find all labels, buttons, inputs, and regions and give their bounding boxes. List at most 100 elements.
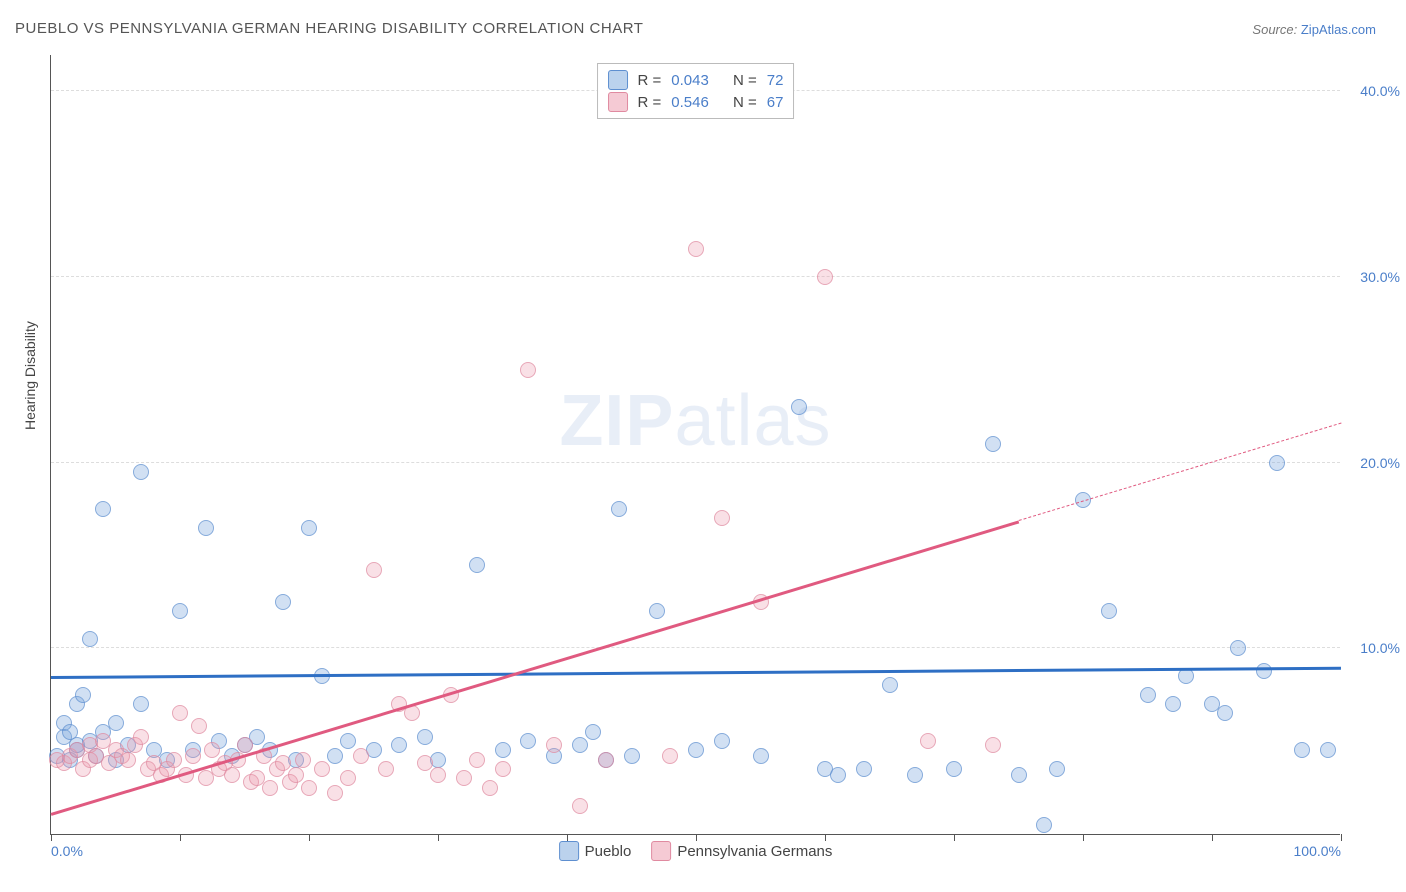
x-tick — [1341, 834, 1342, 841]
data-point — [1011, 767, 1027, 783]
swatch-pueblo-icon — [608, 70, 628, 90]
data-point — [611, 501, 627, 517]
data-point — [1178, 668, 1194, 684]
data-point — [456, 770, 472, 786]
data-point — [714, 510, 730, 526]
legend-item-penn: Pennsylvania Germans — [651, 841, 832, 861]
x-tick — [567, 834, 568, 841]
x-tick — [696, 834, 697, 841]
legend-item-pueblo: Pueblo — [559, 841, 632, 861]
data-point — [1036, 817, 1052, 833]
data-point — [546, 737, 562, 753]
data-point — [133, 696, 149, 712]
x-tick — [1083, 834, 1084, 841]
data-point — [856, 761, 872, 777]
y-tick-label: 10.0% — [1360, 640, 1400, 656]
data-point — [185, 748, 201, 764]
data-point — [882, 677, 898, 693]
data-point — [172, 603, 188, 619]
data-point — [275, 594, 291, 610]
data-point — [520, 733, 536, 749]
data-point — [353, 748, 369, 764]
data-point — [572, 737, 588, 753]
data-point — [327, 785, 343, 801]
data-point — [301, 520, 317, 536]
data-point — [1256, 663, 1272, 679]
data-point — [82, 631, 98, 647]
x-tick — [954, 834, 955, 841]
data-point — [572, 798, 588, 814]
data-point — [198, 520, 214, 536]
data-point — [1165, 696, 1181, 712]
data-point — [366, 562, 382, 578]
data-point — [417, 729, 433, 745]
data-point — [1217, 705, 1233, 721]
data-point — [301, 780, 317, 796]
source-link[interactable]: ZipAtlas.com — [1301, 22, 1376, 37]
data-point — [288, 767, 304, 783]
x-tick — [51, 834, 52, 841]
regression-line — [51, 666, 1341, 678]
y-tick-label: 30.0% — [1360, 269, 1400, 285]
x-tick — [309, 834, 310, 841]
legend-row-pueblo: R = 0.043 N = 72 — [608, 69, 784, 91]
data-point — [624, 748, 640, 764]
data-point — [753, 748, 769, 764]
data-point — [133, 729, 149, 745]
data-point — [120, 752, 136, 768]
data-point — [1140, 687, 1156, 703]
data-point — [495, 742, 511, 758]
regression-line — [51, 520, 1019, 815]
data-point — [191, 718, 207, 734]
swatch-penn-icon — [651, 841, 671, 861]
x-tick — [180, 834, 181, 841]
data-point — [585, 724, 601, 740]
x-tick — [1212, 834, 1213, 841]
legend-row-penn: R = 0.546 N = 67 — [608, 91, 784, 113]
data-point — [920, 733, 936, 749]
gridline — [51, 276, 1340, 277]
data-point — [1269, 455, 1285, 471]
source-label: Source: — [1252, 22, 1297, 37]
data-point — [378, 761, 394, 777]
data-point — [166, 752, 182, 768]
data-point — [75, 687, 91, 703]
source-attribution: Source: ZipAtlas.com — [1252, 22, 1376, 37]
data-point — [662, 748, 678, 764]
data-point — [1294, 742, 1310, 758]
data-point — [108, 715, 124, 731]
legend-stats: R = 0.043 N = 72 R = 0.546 N = 67 — [597, 63, 795, 119]
data-point — [1230, 640, 1246, 656]
data-point — [172, 705, 188, 721]
data-point — [985, 436, 1001, 452]
x-tick — [438, 834, 439, 841]
y-tick-label: 20.0% — [1360, 455, 1400, 471]
data-point — [1049, 761, 1065, 777]
data-point — [295, 752, 311, 768]
data-point — [391, 737, 407, 753]
data-point — [340, 733, 356, 749]
gridline — [51, 647, 1340, 648]
data-point — [830, 767, 846, 783]
x-tick-label: 100.0% — [1294, 843, 1341, 859]
data-point — [262, 780, 278, 796]
legend-series: Pueblo Pennsylvania Germans — [559, 841, 833, 861]
swatch-penn-icon — [608, 92, 628, 112]
data-point — [985, 737, 1001, 753]
data-point — [520, 362, 536, 378]
data-point — [791, 399, 807, 415]
data-point — [204, 742, 220, 758]
data-point — [649, 603, 665, 619]
y-axis-label: Hearing Disability — [22, 321, 38, 430]
data-point — [340, 770, 356, 786]
gridline — [51, 462, 1340, 463]
data-point — [1320, 742, 1336, 758]
data-point — [469, 752, 485, 768]
data-point — [714, 733, 730, 749]
x-tick-label: 0.0% — [51, 843, 83, 859]
data-point — [469, 557, 485, 573]
data-point — [237, 737, 253, 753]
data-point — [817, 269, 833, 285]
data-point — [430, 767, 446, 783]
data-point — [95, 501, 111, 517]
